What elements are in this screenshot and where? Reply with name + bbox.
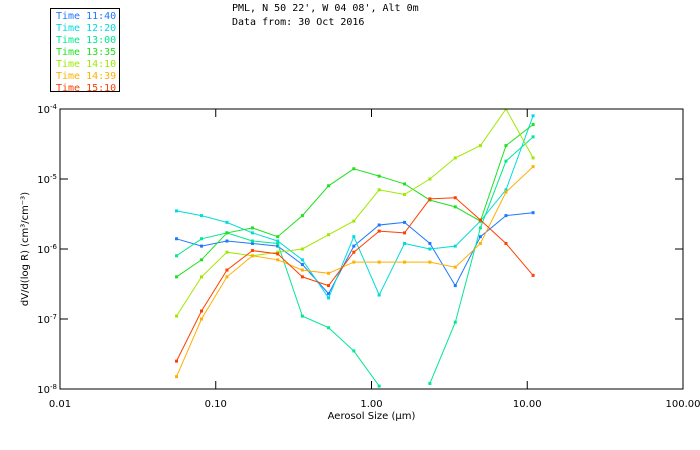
- series-1: [175, 114, 535, 300]
- legend-entry: Time 14:10: [56, 59, 117, 70]
- x-tick-label: 10.00: [513, 399, 542, 410]
- legend-entry: Time 13:00: [56, 35, 117, 46]
- legend: Time 11:40 Time 12:20 Time 13:00 Time 13:35…: [50, 8, 120, 94]
- x-axis-label: Aerosol Size (µm): [328, 411, 416, 422]
- series-line: [176, 212, 534, 295]
- legend-entry: Time 15:10: [56, 83, 117, 94]
- series-5: [175, 165, 535, 379]
- chart-title-location: PML, N 50 22', W 04 08', Alt 0m: [232, 3, 419, 14]
- series-4: [175, 109, 535, 318]
- series-line: [176, 109, 534, 317]
- data-point: [175, 359, 179, 363]
- data-point: [531, 135, 535, 139]
- y-tick-label: 10-4: [37, 103, 57, 116]
- series-line: [176, 197, 534, 362]
- series-line: [429, 136, 534, 384]
- y-tick-label: 10-5: [37, 173, 57, 186]
- legend-entry: Time 12:20: [56, 23, 117, 34]
- y-tick-label: 10-8: [37, 383, 57, 396]
- series-line: [176, 166, 534, 377]
- legend-entry: Time 11:40: [56, 11, 117, 22]
- series-line: [176, 232, 380, 387]
- data-point: [531, 156, 535, 160]
- series-0: [175, 211, 535, 296]
- chart-title-date: Data from: 30 Oct 2016: [232, 17, 365, 28]
- y-axis-label: dV/d(log R) (cm³/cm⁻³): [20, 192, 31, 306]
- y-tick-label: 10-6: [37, 243, 57, 256]
- series-line: [176, 124, 534, 278]
- series-line: [176, 115, 534, 299]
- x-tick-label: 0.01: [49, 399, 71, 410]
- x-tick-label: 100.00: [666, 399, 700, 410]
- x-tick-label: 0.10: [205, 399, 227, 410]
- plot-frame: [59, 108, 684, 390]
- data-point: [531, 165, 535, 169]
- y-tick-label: 10-7: [37, 313, 57, 326]
- legend-entry: Time 13:35: [56, 47, 117, 58]
- series-6: [175, 196, 535, 363]
- legend-entry: Time 14:39: [56, 71, 117, 82]
- series-2: [175, 135, 535, 388]
- x-tick-label: 1.00: [360, 399, 382, 410]
- data-point: [531, 114, 535, 118]
